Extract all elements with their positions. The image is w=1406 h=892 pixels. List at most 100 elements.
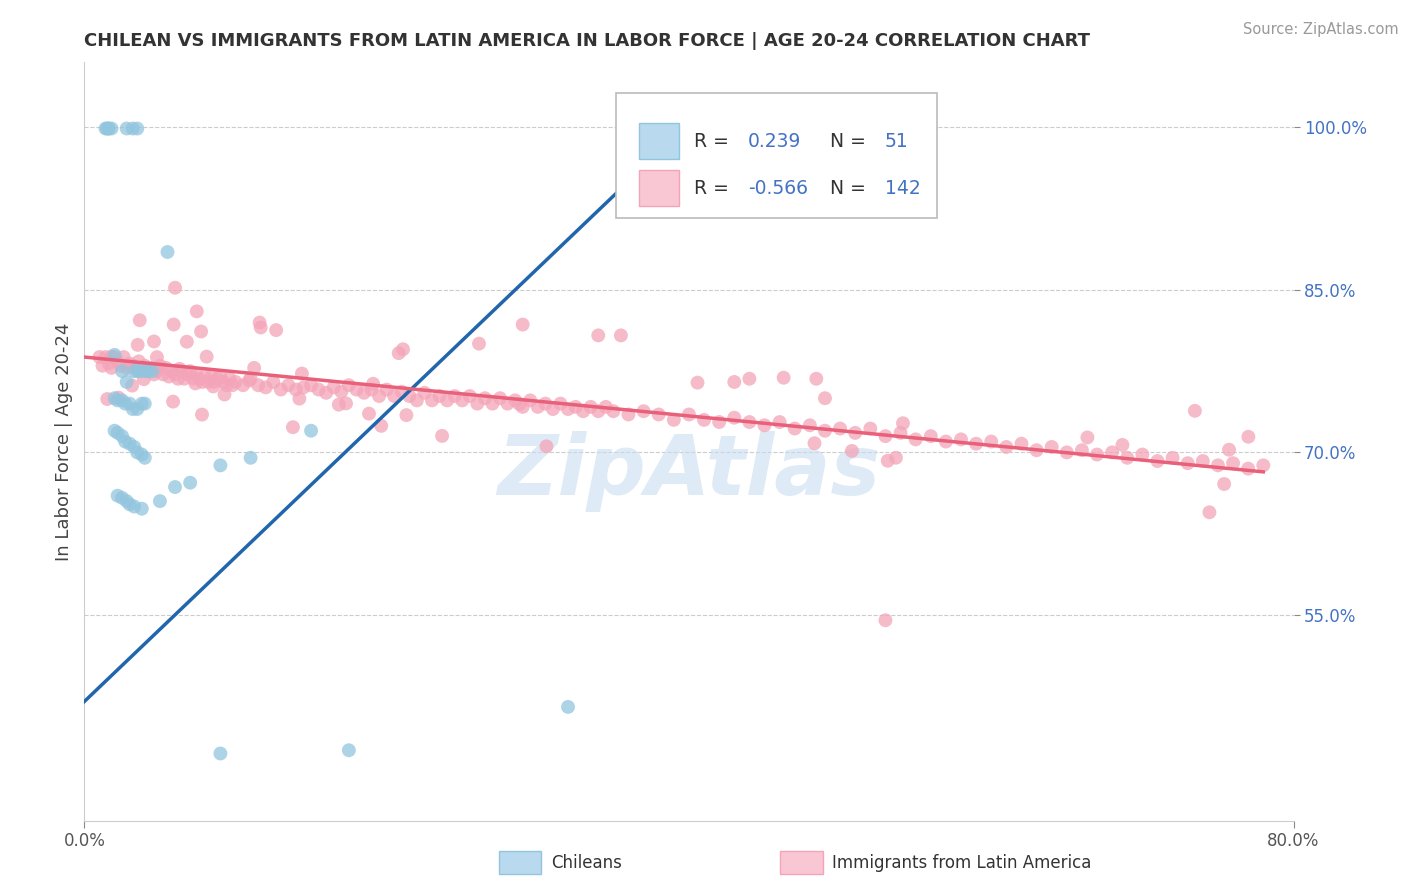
Point xyxy=(1085,448,1108,462)
Point xyxy=(118,357,141,371)
Point xyxy=(557,699,579,714)
Point xyxy=(176,334,198,349)
Point xyxy=(633,404,655,418)
Point xyxy=(648,408,671,422)
Point xyxy=(127,121,149,136)
Point xyxy=(335,396,357,410)
Point xyxy=(131,396,153,410)
Point xyxy=(1025,443,1047,458)
Point xyxy=(451,393,474,408)
Point xyxy=(1184,404,1206,418)
Point xyxy=(291,367,314,381)
Point xyxy=(1056,445,1078,459)
Point xyxy=(398,389,420,403)
Point xyxy=(503,393,526,408)
Point xyxy=(134,364,156,378)
Point xyxy=(588,328,610,343)
Point xyxy=(443,389,465,403)
Point xyxy=(420,393,443,408)
Point xyxy=(292,380,315,394)
Point xyxy=(557,402,579,417)
Point xyxy=(890,425,912,440)
Point xyxy=(218,372,240,386)
Point xyxy=(202,379,225,393)
Point xyxy=(315,385,337,400)
Point xyxy=(458,389,481,403)
Point xyxy=(1192,454,1215,468)
Point xyxy=(115,494,138,508)
Point xyxy=(814,424,837,438)
Y-axis label: In Labor Force | Age 20-24: In Labor Force | Age 20-24 xyxy=(55,322,73,561)
Point xyxy=(1011,436,1033,450)
Point xyxy=(662,413,685,427)
Point xyxy=(179,364,201,378)
Point xyxy=(844,425,866,440)
Point xyxy=(100,121,122,136)
Point xyxy=(104,391,127,405)
Point xyxy=(165,480,187,494)
Point xyxy=(1040,440,1063,454)
Point xyxy=(353,385,375,400)
Point xyxy=(127,445,149,459)
Point xyxy=(149,494,172,508)
Text: 142: 142 xyxy=(884,178,921,198)
Point xyxy=(534,396,557,410)
Point xyxy=(107,391,129,405)
Point xyxy=(94,350,117,364)
Text: ZipAtlas: ZipAtlas xyxy=(498,432,880,512)
Point xyxy=(876,454,898,468)
Point xyxy=(121,402,143,417)
Point xyxy=(100,360,122,375)
Point xyxy=(122,364,145,378)
Point xyxy=(980,434,1002,449)
Point xyxy=(111,393,134,408)
Point xyxy=(195,350,218,364)
Point xyxy=(111,364,134,378)
Point xyxy=(1111,438,1133,452)
Point xyxy=(181,372,204,386)
Point xyxy=(127,402,149,417)
Point xyxy=(200,369,222,384)
Point xyxy=(965,436,987,450)
Point xyxy=(264,323,287,337)
Point xyxy=(617,408,640,422)
Point xyxy=(875,613,897,627)
Point xyxy=(243,360,266,375)
Point xyxy=(357,407,380,421)
Point xyxy=(1213,477,1236,491)
Point xyxy=(134,396,156,410)
Point xyxy=(107,425,129,440)
Point xyxy=(1071,443,1094,458)
Point xyxy=(799,418,821,433)
Point xyxy=(232,378,254,392)
Point xyxy=(299,378,322,392)
Point xyxy=(165,281,187,295)
Point xyxy=(995,440,1018,454)
Point xyxy=(512,400,534,414)
Point xyxy=(496,396,519,410)
Point xyxy=(167,372,190,386)
Point xyxy=(239,372,262,386)
Point xyxy=(91,359,114,373)
Point xyxy=(709,415,731,429)
Point xyxy=(512,318,534,332)
Point xyxy=(361,376,384,391)
Point xyxy=(1222,456,1244,470)
Point xyxy=(121,359,143,373)
Text: 51: 51 xyxy=(884,132,908,151)
Point xyxy=(141,364,163,378)
Point xyxy=(783,421,806,435)
Point xyxy=(136,364,159,378)
Point xyxy=(1218,442,1240,457)
Point xyxy=(803,436,825,450)
Point xyxy=(162,394,184,409)
Point xyxy=(360,383,382,397)
Point xyxy=(738,372,761,386)
Point xyxy=(368,389,391,403)
Point xyxy=(337,378,360,392)
Point xyxy=(190,325,212,339)
Point xyxy=(281,420,304,434)
Point xyxy=(110,359,132,373)
Point xyxy=(322,380,344,394)
Point xyxy=(207,372,229,386)
